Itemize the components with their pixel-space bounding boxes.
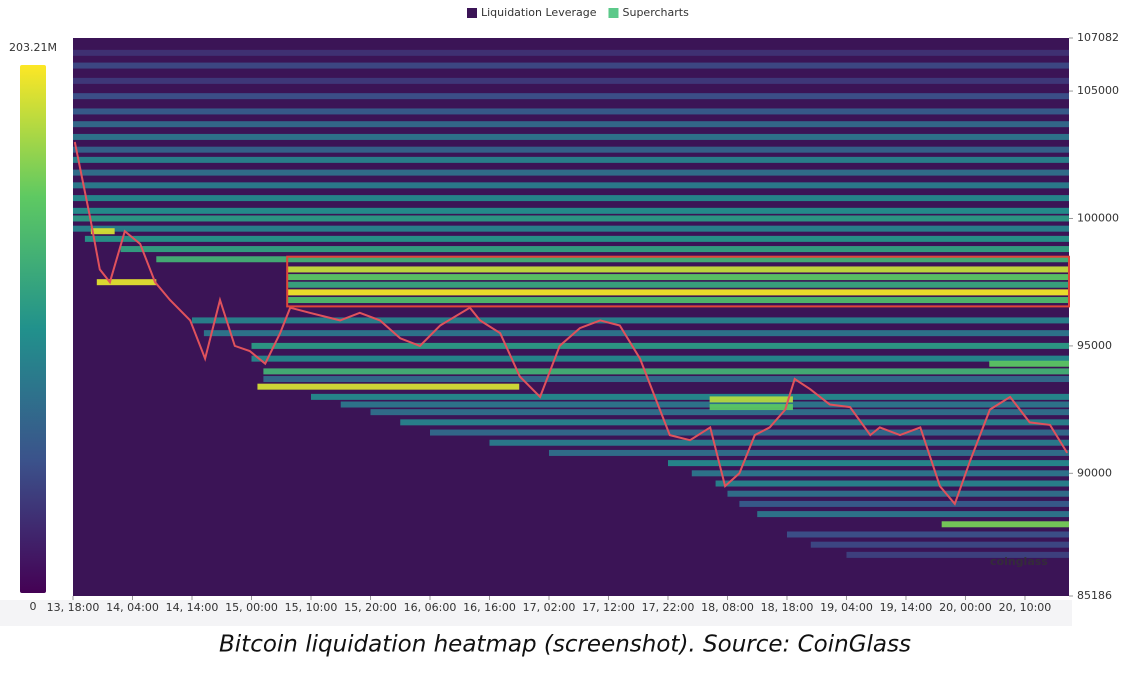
x-tick-label: 15, 20:00 xyxy=(344,601,397,614)
x-tick-label: 17, 02:00 xyxy=(523,601,576,614)
color-bar xyxy=(20,65,46,593)
heat-band xyxy=(251,355,1069,362)
x-tick-label: 19, 04:00 xyxy=(820,601,873,614)
x-tick-label: 18, 08:00 xyxy=(701,601,754,614)
heat-band xyxy=(73,156,1069,163)
heat-band xyxy=(73,62,1069,69)
y-tick-label: 85186 xyxy=(1077,589,1112,602)
color-bar-label: 203.21M xyxy=(9,41,57,54)
heat-band xyxy=(548,449,1069,456)
heat-band xyxy=(73,169,1069,176)
heat-band xyxy=(73,215,1069,222)
heat-band xyxy=(191,317,1070,324)
heat-band xyxy=(73,121,1069,128)
y-tick-label: 90000 xyxy=(1077,466,1112,479)
price-line xyxy=(73,141,1069,506)
heat-band xyxy=(370,409,1069,416)
heat-band xyxy=(989,360,1069,367)
x-tick-label: 19, 14:00 xyxy=(880,601,933,614)
x-tick-label: 14, 14:00 xyxy=(166,601,219,614)
x-tick-label: 16, 06:00 xyxy=(404,601,457,614)
heat-band xyxy=(263,368,1069,375)
color-bar-label: 0 xyxy=(30,600,37,613)
heat-band xyxy=(73,207,1069,214)
heat-band xyxy=(727,490,1069,497)
heat-band xyxy=(73,49,1069,56)
heat-band xyxy=(287,289,1069,296)
heat-band xyxy=(287,266,1069,273)
heat-band xyxy=(84,235,1069,242)
legend-label: Liquidation Leverage xyxy=(481,6,597,19)
heat-band xyxy=(287,297,1069,304)
heat-band xyxy=(73,108,1069,115)
legend-swatch xyxy=(608,8,619,18)
heat-band xyxy=(810,541,1069,548)
heat-band xyxy=(489,439,1070,446)
heat-band xyxy=(73,182,1069,189)
x-tick-label: 15, 10:00 xyxy=(285,601,338,614)
x-tick-label: 17, 22:00 xyxy=(642,601,695,614)
caption: Bitcoin liquidation heatmap (screenshot)… xyxy=(219,632,911,658)
x-tick-label: 17, 12:00 xyxy=(582,601,635,614)
legend-swatch xyxy=(467,8,477,18)
heat-band xyxy=(691,470,1069,477)
heat-band xyxy=(251,342,1069,349)
heat-band xyxy=(156,256,1069,263)
heat-band xyxy=(287,274,1069,281)
heat-band xyxy=(203,330,1069,337)
heat-band xyxy=(73,133,1069,140)
heat-band xyxy=(400,419,1070,426)
y-tick-label: 100000 xyxy=(1077,211,1119,224)
highlight-box xyxy=(286,255,1070,308)
heat-band xyxy=(73,77,1069,84)
x-tick-label: 20, 00:00 xyxy=(939,601,992,614)
heat-band xyxy=(90,228,115,235)
heat-band xyxy=(263,376,1069,383)
heat-band xyxy=(73,93,1069,100)
heat-band xyxy=(709,404,793,411)
y-tick-label: 105000 xyxy=(1077,84,1119,97)
heat-band xyxy=(715,480,1069,487)
x-tick-label: 16, 16:00 xyxy=(463,601,516,614)
heat-band xyxy=(73,225,1069,232)
heat-band xyxy=(287,281,1069,288)
heat-band xyxy=(73,146,1069,153)
y-tick-label: 107082 xyxy=(1077,31,1119,44)
x-tick-label: 15, 00:00 xyxy=(225,601,278,614)
heat-band xyxy=(786,531,1069,538)
x-axis-band xyxy=(0,600,1072,626)
legend-label: Supercharts xyxy=(622,6,689,19)
heat-band xyxy=(257,383,520,390)
heat-band xyxy=(667,460,1069,467)
heat-band xyxy=(120,246,1069,253)
y-tick-label: 95000 xyxy=(1077,339,1112,352)
heat-band xyxy=(73,195,1069,202)
heat-band xyxy=(310,393,1070,400)
x-tick-label: 20, 10:00 xyxy=(999,601,1052,614)
watermark: coinglass xyxy=(990,555,1048,568)
heat-band xyxy=(429,429,1069,436)
x-tick-label: 13, 18:00 xyxy=(47,601,100,614)
heat-band xyxy=(757,511,1069,518)
heat-band xyxy=(941,521,1069,528)
heat-band xyxy=(340,401,1069,408)
x-tick-label: 14, 04:00 xyxy=(106,601,159,614)
x-tick-label: 18, 18:00 xyxy=(761,601,814,614)
heat-band xyxy=(96,279,157,286)
heat-band xyxy=(846,551,1069,558)
heat-band xyxy=(739,500,1069,507)
heat-band xyxy=(709,396,793,403)
